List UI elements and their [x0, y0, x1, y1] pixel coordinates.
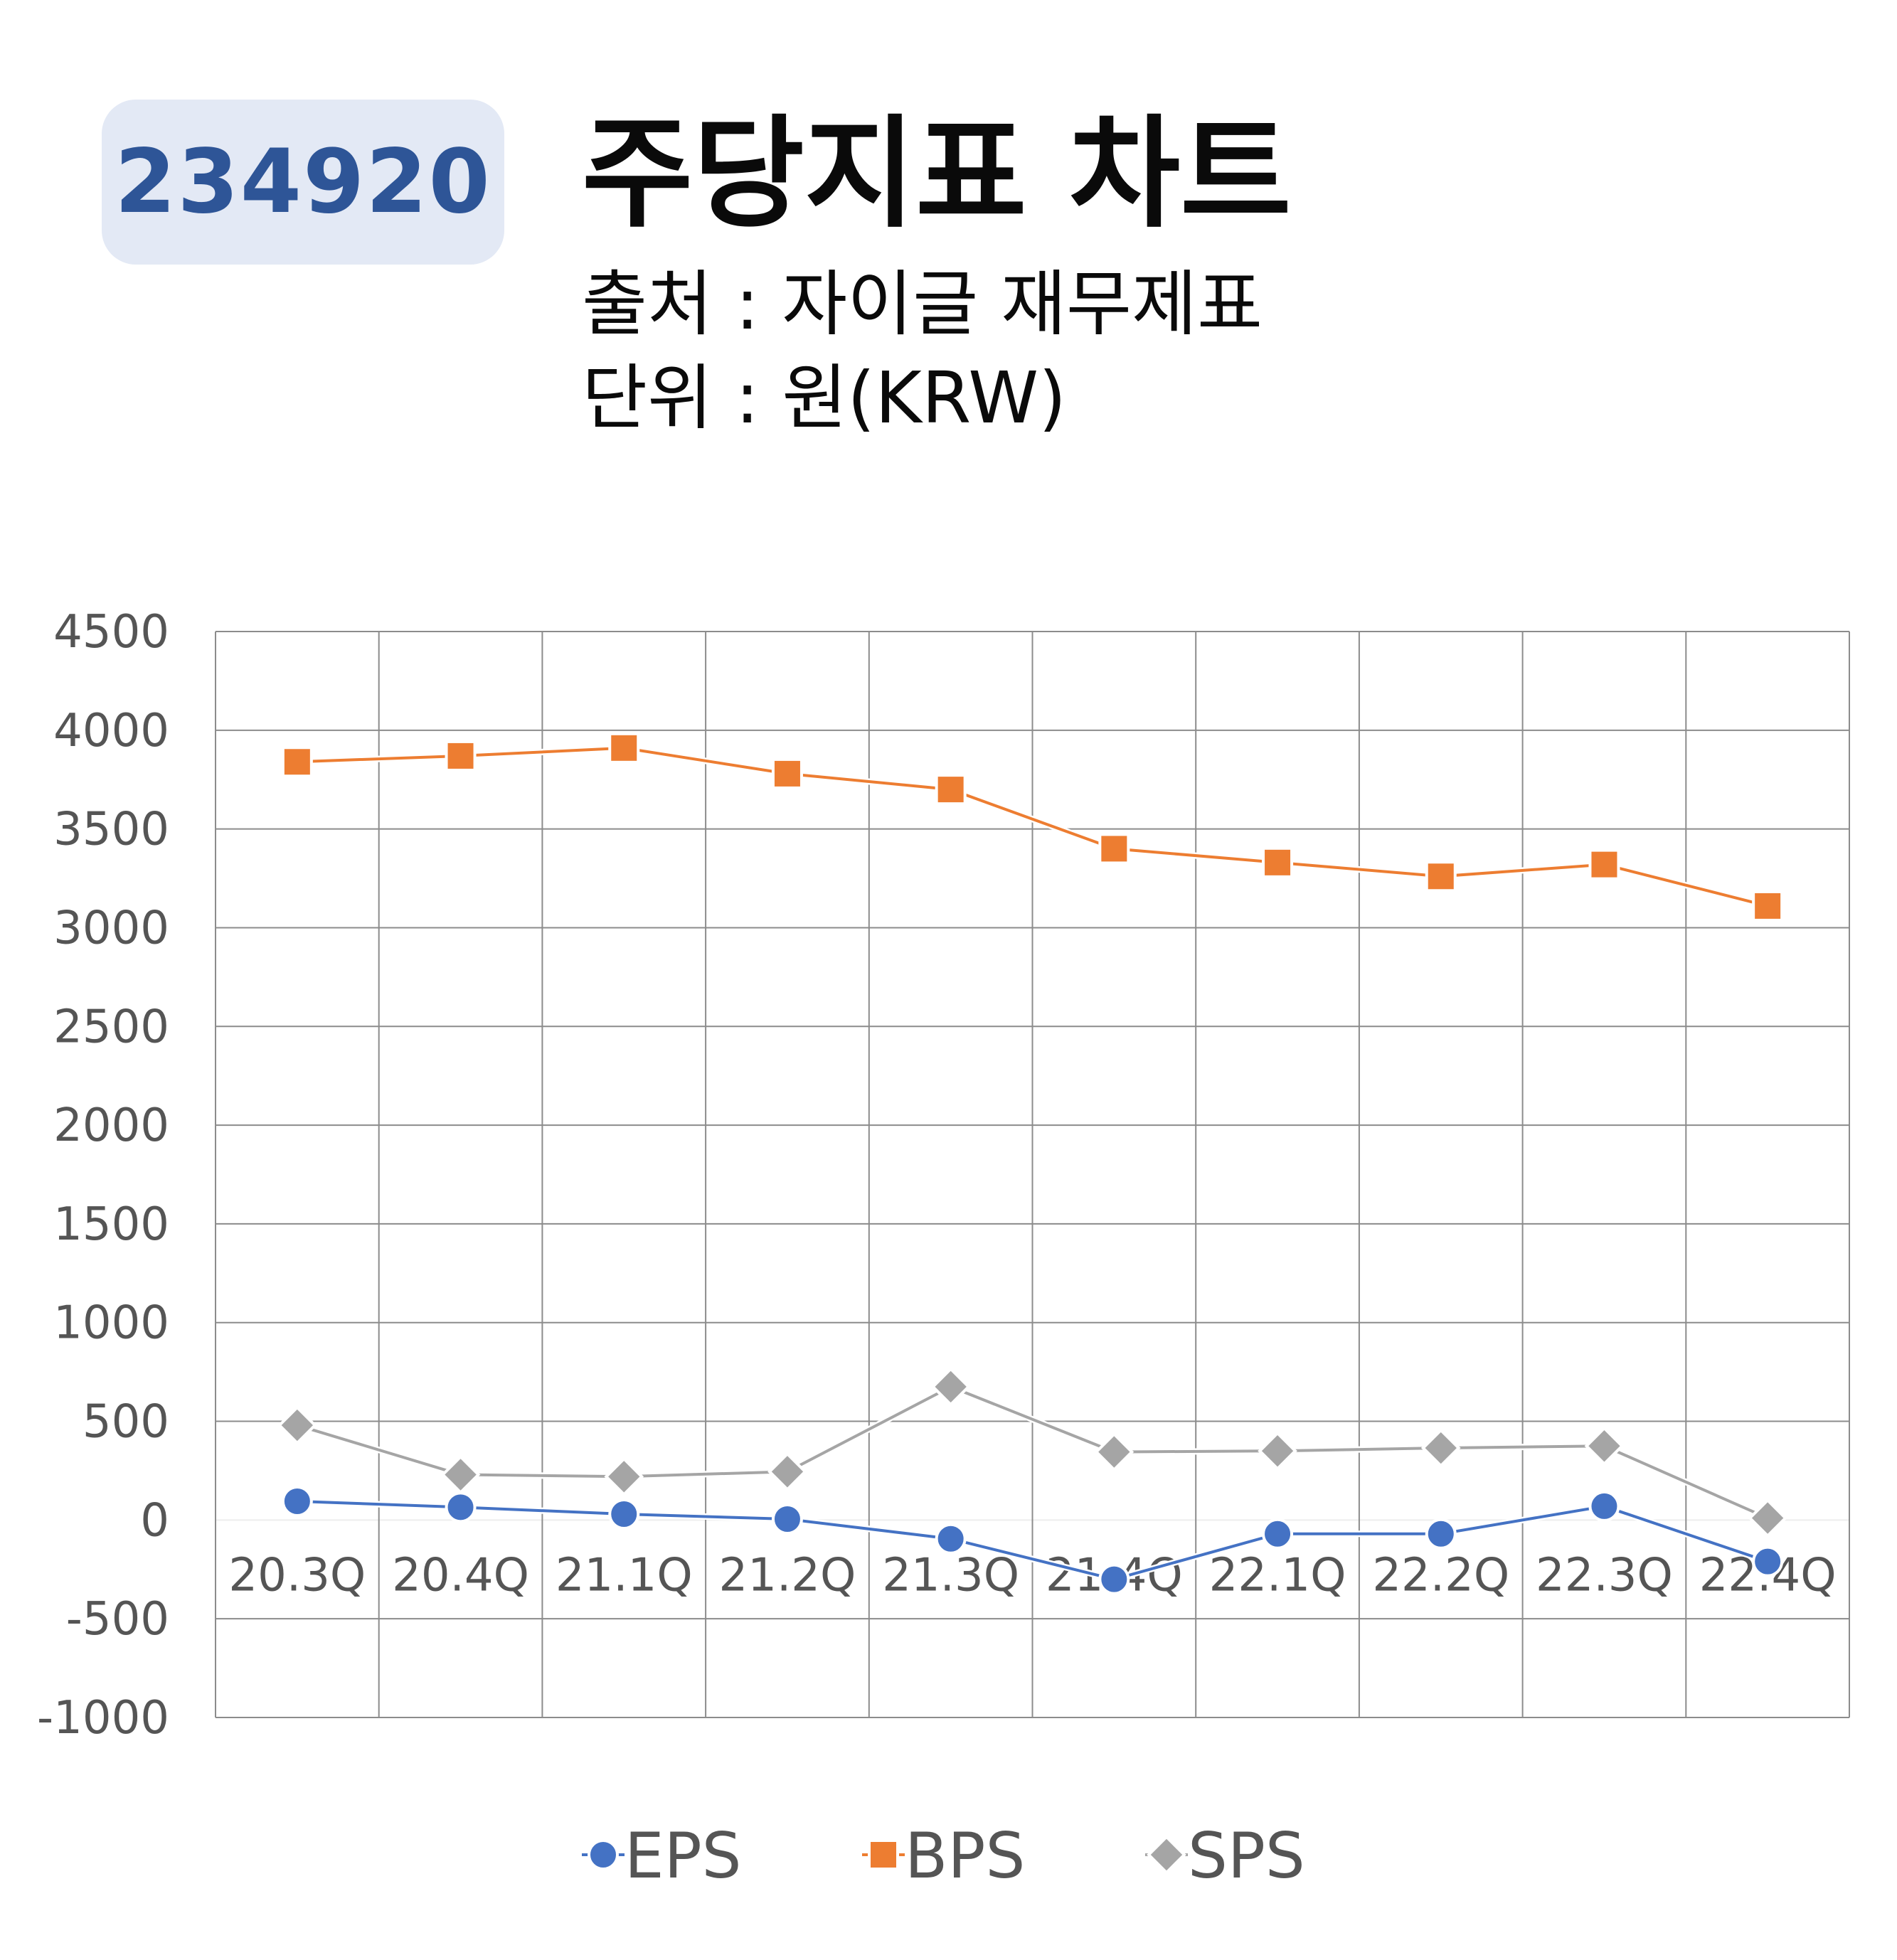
grid [215, 631, 1850, 1718]
y-tick-label: 1000 [53, 1297, 169, 1350]
chart-title: 주당지표 차트 [582, 104, 1292, 245]
data-point-sps [1584, 1426, 1625, 1466]
y-tick-label: 500 [83, 1396, 169, 1449]
y-tick-label: 2500 [53, 1001, 169, 1053]
stock-code: 234920 [115, 131, 491, 233]
series [277, 732, 1787, 1595]
data-point-sps [1748, 1498, 1787, 1538]
legend-item-sps: SPS [1145, 1819, 1305, 1892]
data-point-eps [771, 1503, 803, 1535]
y-tick-label: 2000 [53, 1099, 169, 1152]
y-tick-label: 1500 [53, 1198, 169, 1251]
data-point-sps [604, 1456, 644, 1497]
y-tick-label: 3000 [53, 902, 169, 954]
data-point-eps [1098, 1563, 1130, 1595]
legend-marker-eps [588, 1839, 619, 1870]
series-line [297, 1385, 1768, 1520]
stock-code-badge: 234920 [102, 100, 504, 265]
legend-marker-bps [868, 1839, 899, 1870]
series-line [297, 1499, 1768, 1581]
x-tick-label: 22.2Q [1372, 1549, 1509, 1602]
x-tick-label: 22.1Q [1209, 1549, 1346, 1602]
source-label: 출처 : 자이글 재무제표 [582, 262, 1263, 346]
data-point-sps [1094, 1432, 1135, 1472]
data-point-sps [277, 1405, 317, 1445]
series-eps [281, 1485, 1784, 1595]
x-tick-label: 20.4Q [392, 1549, 529, 1602]
data-point-sps [1420, 1428, 1461, 1468]
legend-label: SPS [1188, 1819, 1305, 1892]
data-point-eps [1752, 1545, 1784, 1577]
data-point-bps [1752, 890, 1784, 922]
legend-item-eps: EPS [582, 1819, 742, 1892]
x-axis-ticks: 20.3Q20.4Q21.1Q21.2Q21.3Q21.4Q22.1Q22.2Q… [228, 1549, 1836, 1602]
data-point-eps [281, 1485, 313, 1517]
x-tick-label: 21.3Q [882, 1549, 1019, 1602]
y-tick-label: 0 [140, 1494, 169, 1547]
data-point-eps [1262, 1518, 1294, 1550]
legend-item-bps: BPS [862, 1819, 1025, 1892]
data-point-bps [608, 732, 640, 764]
data-point-eps [608, 1498, 640, 1530]
data-point-bps [935, 774, 967, 806]
y-tick-label: -500 [66, 1593, 169, 1646]
y-tick-label: 4000 [53, 705, 169, 757]
legend-label: BPS [905, 1819, 1025, 1892]
data-point-sps [767, 1452, 807, 1492]
data-point-bps [1425, 861, 1457, 893]
data-point-bps [1262, 846, 1294, 878]
x-tick-label: 20.3Q [228, 1549, 366, 1602]
x-tick-label: 22.3Q [1536, 1549, 1673, 1602]
data-point-sps [440, 1454, 481, 1495]
data-point-eps [935, 1523, 967, 1555]
x-tick-label: 21.2Q [719, 1549, 856, 1602]
y-axis-ticks: 4500 4000 3500 3000 2500 2000 1500 1000 500 0 -500… [37, 606, 169, 1745]
y-tick-label: -1000 [37, 1692, 169, 1745]
legend: EPS BPS SPS [582, 1819, 1305, 1892]
data-point-eps [1588, 1490, 1620, 1522]
data-point-bps [1098, 833, 1130, 865]
data-point-sps [1258, 1431, 1297, 1471]
legend-label: EPS [625, 1819, 742, 1892]
legend-marker-sps [1147, 1835, 1186, 1875]
y-tick-label: 4500 [53, 606, 169, 659]
series-line [297, 746, 1768, 907]
data-point-eps [445, 1491, 477, 1523]
series-sps [277, 1367, 1787, 1538]
x-tick-label: 21.1Q [556, 1549, 693, 1602]
data-point-sps [930, 1367, 971, 1407]
data-point-bps [1588, 848, 1620, 880]
data-point-eps [1425, 1518, 1457, 1550]
unit-label: 단위 : 원(KRW) [582, 356, 1067, 440]
data-point-bps [771, 757, 803, 789]
y-tick-label: 3500 [53, 804, 169, 856]
data-point-bps [281, 746, 313, 778]
data-point-bps [445, 740, 477, 772]
series-bps [281, 732, 1784, 922]
